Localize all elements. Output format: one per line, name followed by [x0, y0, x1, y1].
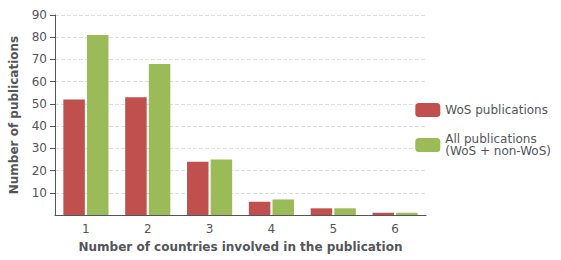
svg-text:90: 90 — [32, 8, 47, 22]
svg-text:(WoS + non-WoS): (WoS + non-WoS) — [445, 144, 551, 158]
svg-text:6: 6 — [391, 222, 399, 236]
svg-text:4: 4 — [268, 222, 276, 236]
svg-text:70: 70 — [32, 52, 47, 66]
svg-text:60: 60 — [32, 75, 47, 89]
svg-text:All publications: All publications — [445, 132, 537, 146]
svg-text:1: 1 — [82, 222, 90, 236]
svg-text:10: 10 — [32, 186, 47, 200]
svg-text:5: 5 — [329, 222, 337, 236]
svg-text:50: 50 — [32, 97, 47, 111]
svg-text:20: 20 — [32, 164, 47, 178]
svg-text:80: 80 — [32, 30, 47, 44]
svg-text:30: 30 — [32, 141, 47, 155]
svg-text:WoS publications: WoS publications — [445, 103, 548, 117]
svg-text:3: 3 — [206, 222, 214, 236]
svg-text:Number of publications: Number of publications — [7, 36, 21, 195]
svg-text:Number of countries involved i: Number of countries involved in the publ… — [78, 240, 402, 254]
svg-text:2: 2 — [144, 222, 152, 236]
svg-text:40: 40 — [32, 119, 47, 133]
